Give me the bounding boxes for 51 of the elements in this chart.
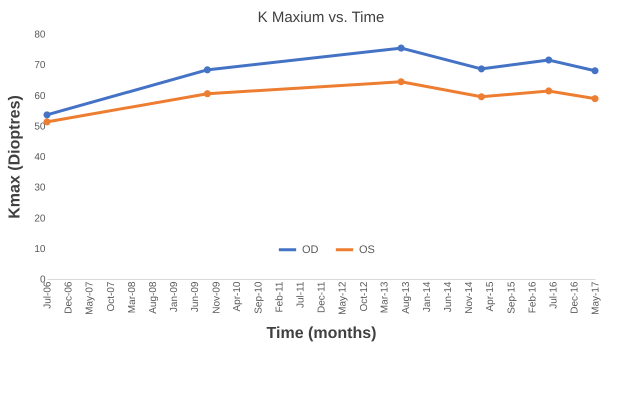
- y-tick-label: 20: [34, 213, 46, 224]
- y-tick-label: 40: [34, 152, 46, 163]
- x-tick-label: Mar-13: [380, 281, 391, 314]
- x-axis-title: Time (months): [266, 324, 376, 342]
- y-tick-label: 70: [34, 60, 46, 72]
- x-tick-label: Dec-11: [316, 281, 328, 313]
- y-tick-label: 80: [34, 30, 46, 40]
- x-tick-label: Dec-16: [570, 281, 581, 314]
- x-tick-label: May-17: [590, 281, 602, 315]
- x-tick-label: Apr-10: [232, 281, 244, 312]
- x-tick-label: Nov-09: [211, 281, 222, 314]
- x-tick-label: Oct-07: [106, 281, 117, 312]
- point: [204, 90, 211, 98]
- point: [43, 118, 51, 126]
- legend-label: OD: [302, 244, 319, 256]
- x-tick-label: Aug-08: [148, 281, 160, 314]
- point: [591, 67, 599, 74]
- y-tick-label: 10: [34, 244, 46, 255]
- x-tick-label: May-07: [84, 281, 96, 315]
- point: [478, 65, 485, 72]
- x-tick-label: Sep-10: [253, 281, 264, 314]
- point: [398, 78, 405, 86]
- legend-label: OS: [359, 244, 375, 256]
- x-tick-label: Feb-16: [527, 281, 538, 314]
- x-tick-label: Jul-16: [548, 281, 560, 309]
- x-tick-label: Jul-11: [295, 281, 306, 308]
- point: [545, 56, 552, 64]
- chart-title: K Maxium vs. Time: [258, 9, 384, 26]
- x-tick-label: Feb-11: [274, 281, 286, 312]
- x-tick-label: Aug-13: [400, 281, 412, 314]
- point: [204, 66, 211, 74]
- point: [43, 111, 51, 118]
- point: [591, 95, 599, 102]
- x-tick-label: Oct-12: [358, 281, 370, 312]
- y-tick-label: 60: [34, 90, 46, 102]
- point: [398, 44, 405, 52]
- x-tick-label: Jan-14: [422, 281, 434, 312]
- x-tick-label: Apr-15: [485, 281, 496, 312]
- x-tick-label: Jun-14: [443, 281, 454, 312]
- point: [478, 93, 485, 100]
- x-tick-label: May-12: [338, 281, 349, 315]
- x-tick-label: Jan-09: [169, 281, 180, 312]
- x-tick-label: Jun-09: [190, 281, 202, 312]
- y-tick-label: 30: [34, 182, 46, 194]
- x-tick-label: Nov-14: [464, 281, 476, 314]
- x-tick-label: Dec-06: [64, 281, 75, 314]
- y-axis-title: Kmax (Dioptres): [6, 95, 24, 219]
- x-tick-label: Mar-08: [126, 281, 138, 314]
- y-tick-label: 50: [34, 121, 46, 132]
- x-tick-label: Sep-15: [506, 281, 518, 314]
- point: [545, 87, 552, 94]
